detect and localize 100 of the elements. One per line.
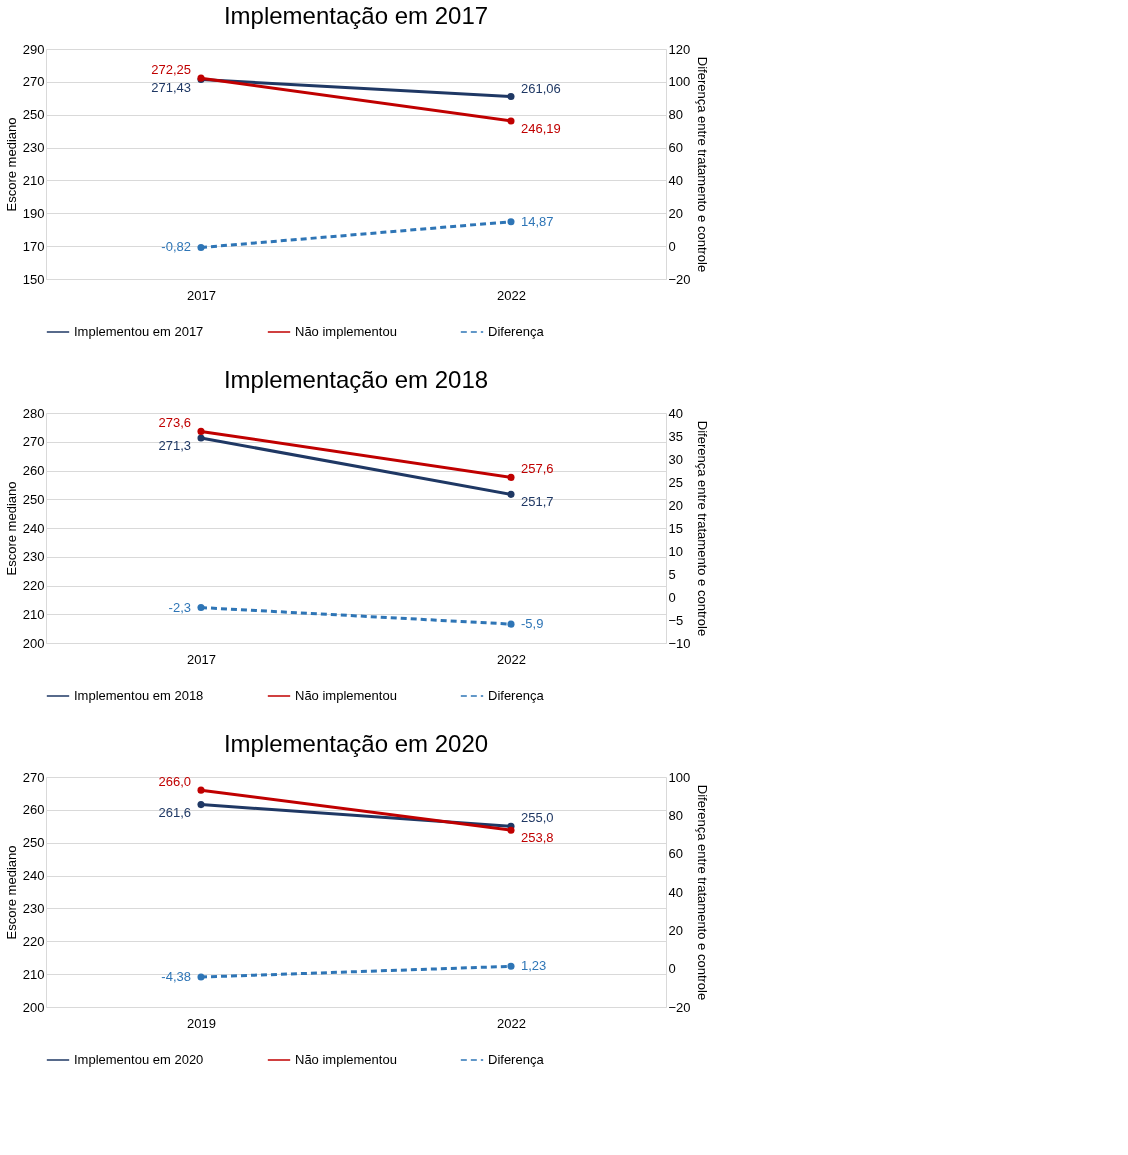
y-axis-title: Escore mediano: [3, 117, 19, 212]
point: [507, 490, 515, 498]
y2-tick-label: −5: [668, 612, 684, 628]
y2-tick-label: 10: [668, 543, 683, 559]
data-label: -2,3: [168, 599, 191, 615]
y2-tick-label: 15: [668, 520, 683, 536]
x-tick-label: 2022: [497, 651, 526, 667]
y2-tick-label: 20: [668, 497, 683, 513]
y2-tick-label: −20: [668, 271, 691, 287]
y2-tick-label: 100: [668, 74, 691, 90]
y2-tick-label: 80: [668, 107, 683, 123]
point: [197, 801, 205, 809]
point: [197, 786, 205, 794]
y-tick-label: 260: [22, 463, 45, 478]
y2-tick-label: 60: [668, 846, 683, 862]
y-tick-label: 170: [22, 238, 45, 254]
data-label: -5,9: [521, 616, 544, 632]
y-tick-label: 200: [22, 635, 45, 651]
y-tick-label: 210: [22, 966, 45, 982]
y-tick-label: 260: [22, 802, 45, 818]
point: [197, 434, 205, 442]
point: [197, 427, 205, 435]
y-tick-label: 220: [22, 578, 45, 593]
data-label: 271,3: [158, 438, 191, 454]
y-tick-label: 230: [22, 900, 45, 916]
legend-label: Não implementou: [295, 1052, 397, 1067]
y2-tick-label: 40: [668, 884, 683, 900]
legend-label: Diferença: [488, 1052, 545, 1067]
y-tick-label: 220: [22, 933, 45, 949]
x-tick-label: 2019: [187, 1015, 216, 1031]
data-label: 261,6: [158, 804, 191, 820]
y2-tick-label: −20: [668, 999, 691, 1015]
y-tick-label: 230: [22, 140, 45, 156]
y-tick-label: 240: [22, 868, 45, 884]
y2-axis-title: Diferença entre tratamento e controle: [694, 420, 710, 637]
y2-tick-label: 100: [668, 769, 691, 785]
y-tick-label: 190: [22, 205, 45, 221]
point: [507, 826, 515, 834]
y2-tick-label: 35: [668, 428, 683, 444]
x-tick-label: 2017: [187, 287, 216, 303]
legend-label: Implementou em 2018: [74, 688, 204, 703]
legend-label: Diferença: [488, 324, 545, 339]
y2-tick-label: 0: [668, 238, 676, 254]
y2-tick-label: 20: [668, 205, 683, 221]
y-tick-label: 270: [22, 434, 45, 450]
y-tick-label: 250: [22, 835, 45, 851]
point: [507, 117, 515, 125]
data-label: 271,43: [151, 79, 191, 95]
chart-title: Implementação em 2020: [223, 730, 489, 757]
legend-label: Não implementou: [295, 324, 397, 339]
y2-tick-label: 0: [668, 961, 676, 977]
data-label: 1,23: [521, 958, 547, 974]
data-label: 272,25: [151, 62, 191, 78]
point: [507, 93, 515, 101]
y2-tick-label: 5: [668, 566, 676, 582]
data-label: -0,82: [161, 239, 191, 255]
y2-axis-title: Diferença entre tratamento e controle: [694, 784, 710, 1001]
data-label: 257,6: [521, 461, 554, 477]
data-label: 251,7: [521, 494, 554, 510]
chart-title: Implementação em 2018: [223, 366, 489, 393]
y-tick-label: 250: [22, 107, 45, 123]
y-tick-label: 250: [22, 491, 45, 507]
y2-tick-label: 40: [668, 405, 683, 421]
y-tick-label: 210: [22, 606, 45, 622]
y-axis-title: Escore mediano: [3, 481, 19, 576]
legend-label: Não implementou: [295, 688, 397, 703]
data-label: 253,8: [521, 830, 554, 846]
y2-tick-label: 120: [668, 41, 691, 57]
y-axis-title: Escore mediano: [3, 845, 19, 940]
y2-axis-title: Diferença entre tratamento e controle: [694, 56, 710, 273]
y-tick-label: 270: [22, 74, 45, 90]
y-tick-label: 200: [22, 999, 45, 1015]
y-tick-label: 150: [22, 271, 45, 287]
y-tick-label: 280: [22, 405, 45, 421]
data-label: 255,0: [521, 810, 554, 826]
y-tick-label: 230: [22, 549, 45, 565]
data-label: -4,38: [161, 969, 191, 985]
y-tick-label: 290: [22, 41, 45, 57]
point: [507, 473, 515, 481]
data-label: 246,19: [521, 120, 561, 136]
y2-tick-label: −10: [668, 635, 691, 651]
x-tick-label: 2022: [497, 287, 526, 303]
legend-label: Implementou em 2017: [74, 324, 204, 339]
y2-tick-label: 20: [668, 922, 683, 938]
x-tick-label: 2017: [187, 651, 216, 667]
y2-tick-label: 25: [668, 474, 683, 490]
y2-tick-label: 60: [668, 140, 683, 156]
legend-label: Diferença: [488, 688, 545, 703]
legend-label: Implementou em 2020: [74, 1052, 204, 1067]
y2-tick-label: 40: [668, 172, 683, 188]
x-tick-label: 2022: [497, 1015, 526, 1031]
y2-tick-label: 80: [668, 807, 683, 823]
y-tick-label: 240: [22, 520, 45, 536]
chart-title: Implementação em 2017: [223, 2, 489, 29]
y-tick-label: 210: [22, 172, 45, 188]
data-label: 14,87: [521, 213, 554, 229]
data-label: 261,06: [521, 80, 561, 96]
y-tick-label: 270: [22, 769, 45, 785]
data-label: 273,6: [158, 415, 191, 431]
y2-tick-label: 0: [668, 589, 676, 605]
